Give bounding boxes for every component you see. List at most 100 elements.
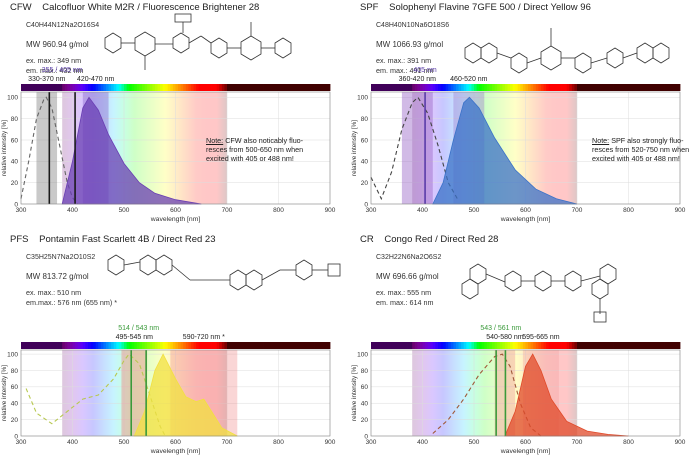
spectrum-bar-segment xyxy=(75,342,79,349)
spectrum-bar-segment xyxy=(288,342,292,349)
y-tick-label: 100 xyxy=(7,95,18,102)
spectrum-bar-segment xyxy=(270,84,274,91)
spectrum-bar-segment xyxy=(317,342,321,349)
spectrum-bar-segment xyxy=(623,342,627,349)
spectrum-bar-segment xyxy=(118,84,122,91)
emission-max: em. max.: 491 nm xyxy=(376,66,434,75)
excitation-curve xyxy=(20,96,79,205)
spectrum-bar-segment xyxy=(237,84,241,91)
spectrum-bar-segment xyxy=(494,342,498,349)
spectrum-bar-segment xyxy=(147,342,151,349)
spectrum-bar-segment xyxy=(196,342,200,349)
spectrum-bar-segment xyxy=(224,84,228,91)
spectrum-bar-segment xyxy=(643,84,647,91)
spectrum-bar-segment xyxy=(239,342,243,349)
spectrum-bar-segment xyxy=(386,342,390,349)
spectrum-bar-segment xyxy=(610,342,614,349)
spectrum-bar-segment xyxy=(64,84,68,91)
spectrum-bar-segment xyxy=(190,84,194,91)
spectrum-bar-segment xyxy=(633,342,637,349)
spectrum-bar-segment xyxy=(414,342,418,349)
spectrum-bar-segment xyxy=(247,84,251,91)
spectrum-bar-segment xyxy=(378,84,382,91)
molecular-weight: MW 696.66 g/mol xyxy=(376,272,439,281)
spectrum-bar-segment xyxy=(257,342,261,349)
spectrum-bar-segment xyxy=(260,84,264,91)
spectrum-bar-segment xyxy=(517,342,521,349)
spectrum-bar-segment xyxy=(275,84,279,91)
spectrum-bar-segment xyxy=(476,84,480,91)
spectrum-bar-segment xyxy=(216,84,220,91)
spectrum-bar-segment xyxy=(67,342,71,349)
spectrum-bar-segment xyxy=(661,342,665,349)
spectrum-bar-segment xyxy=(283,84,287,91)
spectrum-bar-segment xyxy=(165,342,169,349)
laser-label: 543 / 561 nm xyxy=(480,325,521,332)
spectrum-bar-segment xyxy=(556,342,560,349)
spectrum-bar-segment xyxy=(90,84,94,91)
y-tick-label: 40 xyxy=(361,401,369,408)
plot-frame xyxy=(370,349,681,437)
spectrum-bar-segment xyxy=(489,84,493,91)
spectrum-bar-segment xyxy=(553,84,557,91)
spectrum-bar-segment xyxy=(463,84,467,91)
spectrum-bar-segment xyxy=(201,342,205,349)
spectrum-bar-segment xyxy=(286,342,290,349)
y-tick-label: 20 xyxy=(11,180,19,187)
spectrum-bar-segment xyxy=(399,342,403,349)
spectrum-bar-segment xyxy=(399,84,403,91)
spectrum-bar-segment xyxy=(21,84,24,91)
spectrum-bar-segment xyxy=(49,342,53,349)
spectrum-bar-segment xyxy=(528,84,532,91)
spectrum-bar-segment xyxy=(659,84,663,91)
emission-max: em. max.: 614 nm xyxy=(376,298,434,307)
emission-curve xyxy=(133,353,238,437)
spectrum-bar-segment xyxy=(80,342,84,349)
spectrum-bar-segment xyxy=(85,84,89,91)
filter-band xyxy=(36,92,58,204)
spectrum-bar-segment xyxy=(46,342,50,349)
spectrum-bar-segment xyxy=(36,84,40,91)
laser-label: 514 / 543 nm xyxy=(118,325,159,332)
spectrum-bar-segment xyxy=(474,84,477,91)
spectrum-bar-segment xyxy=(651,84,655,91)
spectrum-bar-segment xyxy=(257,84,261,91)
spectrum-bar-segment xyxy=(124,84,127,91)
y-axis-label: relative intensity [%] xyxy=(1,365,8,421)
spectrum-bar-segment xyxy=(23,84,27,91)
spectrum-bar-segment xyxy=(324,342,328,349)
spectrum-chart: 300 400 500 600 700 800 900 0 20 40 60 80 100 wavelen… xyxy=(1,325,336,455)
spectrum-bar-segment xyxy=(535,342,539,349)
x-tick-label: 900 xyxy=(675,439,686,446)
plot-frame xyxy=(20,91,331,205)
spectrum-bar-segment xyxy=(129,84,133,91)
spectrum-bar-segment xyxy=(512,84,516,91)
spectrum-bar-segment xyxy=(201,84,205,91)
laser-label: 405 nm xyxy=(413,67,437,74)
spectrum-bar-segment xyxy=(100,342,104,349)
spectrum-bar-segment xyxy=(412,84,416,91)
spectrum-bar-segment xyxy=(623,84,627,91)
spectrum-bar-segment xyxy=(180,342,184,349)
spectrum-bar-segment xyxy=(589,84,593,91)
spectrum-bar-segment xyxy=(422,84,426,91)
spectrum-bar-segment xyxy=(481,84,485,91)
spectrum-bar-segment xyxy=(211,342,215,349)
spectrum-bar-segment xyxy=(229,84,233,91)
spectrum-bar-segment xyxy=(587,342,591,349)
spectrum-bar-segment xyxy=(437,342,441,349)
spectrum-bar-segment xyxy=(160,342,164,349)
spectrum-bar-segment xyxy=(46,84,50,91)
spectrum-bar-segment xyxy=(625,342,629,349)
excitation-max: ex. max.: 391 nm xyxy=(376,56,432,65)
y-tick-label: 100 xyxy=(357,95,368,102)
spectrum-bar-segment xyxy=(584,342,588,349)
spectrum-bar-segment xyxy=(51,84,55,91)
spectrum-bar-segment xyxy=(80,84,84,91)
spectrum-bar-segment xyxy=(515,342,519,349)
ex-em-maxima: ex. max.: 349 nm em. max.: 432 nm xyxy=(26,56,84,76)
spectrum-bar-segment xyxy=(548,342,552,349)
spectrum-bar-segment xyxy=(57,84,61,91)
emission-max: em.max.: 576 nm (655 nm) * xyxy=(26,298,118,307)
spectrum-bar-segment xyxy=(162,342,166,349)
